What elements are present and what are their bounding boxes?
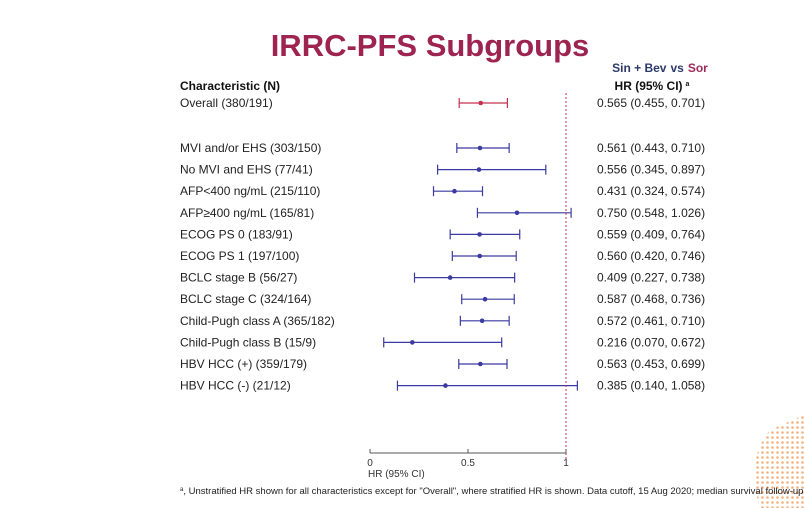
hr-value: 0.750 (0.548, 1.026) — [597, 206, 705, 220]
hr-point — [478, 100, 484, 106]
x-axis-label: HR (95% CI) — [368, 469, 425, 480]
hr-point — [477, 145, 483, 151]
hr-value: 0.385 (0.140, 1.058) — [597, 379, 705, 393]
row-label: HBV HCC (+) (359/179) — [180, 357, 307, 371]
vs-label: vs — [670, 61, 684, 75]
comparison-label: Sin + Bev vs Sor — [612, 61, 708, 75]
control-label: Sor — [688, 61, 708, 75]
forest-row: Overall (380/191) 0.565 (0.455, 0.701) — [180, 96, 705, 110]
row-label: AFP<400 ng/mL (215/110) — [180, 184, 320, 198]
row-label: BCLC stage B (56/27) — [180, 271, 297, 285]
hr-point — [476, 167, 482, 172]
hr-value: 0.565 (0.455, 0.701) — [597, 96, 705, 110]
hr-point — [443, 383, 448, 388]
hr-point — [514, 210, 520, 216]
hr-point — [478, 361, 483, 367]
hr-value: 0.216 (0.070, 0.672) — [597, 335, 705, 349]
hr-value: 0.561 (0.443, 0.710) — [597, 141, 705, 155]
characteristic-header: Characteristic (N) — [180, 79, 280, 93]
row-label: AFP≥400 ng/mL (165/81) — [180, 206, 314, 220]
row-label: ECOG PS 0 (183/91) — [180, 227, 293, 241]
hr-point — [447, 275, 453, 280]
row-label: BCLC stage C (324/164) — [180, 292, 311, 306]
hr-value: 0.563 (0.453, 0.699) — [597, 357, 705, 371]
hr-header-superscript: a — [686, 81, 690, 88]
forest-row: MVI and/or EHS (303/150) 0.561 (0.443, 0.… — [180, 141, 705, 155]
hr-value: 0.587 (0.468, 0.736) — [597, 292, 705, 306]
x-tick-label: 0.5 — [461, 458, 475, 469]
hr-value: 0.431 (0.324, 0.574) — [597, 184, 705, 198]
row-label: No MVI and EHS (77/41) — [180, 163, 313, 177]
footnote-text: , Unstratified HR shown for all characte… — [183, 486, 804, 497]
forest-row: ECOG PS 1 (197/100) 0.560 (0.420, 0.746) — [180, 249, 705, 263]
hr-value: 0.409 (0.227, 0.738) — [597, 271, 705, 285]
hr-point — [410, 340, 415, 345]
hr-header-text: HR (95% CI) — [615, 79, 683, 93]
chart-title: IRRC-PFS Subgroups — [271, 28, 590, 63]
x-tick-label: 1 — [563, 458, 569, 469]
treatment-label: Sin + Bev — [612, 61, 667, 75]
forest-row: No MVI and EHS (77/41) 0.556 (0.345, 0.89… — [180, 163, 705, 177]
row-label: MVI and/or EHS (303/150) — [180, 141, 321, 155]
hr-point — [452, 188, 457, 194]
forest-row: HBV HCC (-) (21/12) 0.385 (0.140, 1.058) — [180, 379, 705, 393]
row-label: ECOG PS 1 (197/100) — [180, 249, 299, 263]
forest-row: BCLC stage B (56/27) 0.409 (0.227, 0.738) — [180, 271, 705, 285]
forest-row: HBV HCC (+) (359/179) 0.563 (0.453, 0.699… — [180, 357, 705, 371]
decorative-dot-pattern — [754, 415, 804, 508]
hr-header: HR (95% CI) a — [615, 79, 690, 93]
hr-point — [477, 232, 482, 237]
x-axis: 0 0.5 1 — [367, 449, 569, 469]
hr-value: 0.560 (0.420, 0.746) — [597, 249, 705, 263]
row-label: HBV HCC (-) (21/12) — [180, 379, 291, 393]
row-label: Overall (380/191) — [180, 96, 273, 110]
hr-value: 0.559 (0.409, 0.764) — [597, 227, 705, 241]
forest-row: AFP≥400 ng/mL (165/81) 0.750 (0.548, 1.02… — [180, 206, 705, 220]
forest-row: AFP<400 ng/mL (215/110) 0.431 (0.324, 0.5… — [180, 184, 705, 198]
forest-row: Child-Pugh class A (365/182) 0.572 (0.461… — [180, 314, 705, 328]
forest-row: ECOG PS 0 (183/91) 0.559 (0.409, 0.764) — [180, 227, 705, 241]
hr-value: 0.572 (0.461, 0.710) — [597, 314, 705, 328]
row-label: Child-Pugh class B (15/9) — [180, 335, 316, 349]
footnote: a, Unstratified HR shown for all charact… — [180, 486, 804, 497]
forest-row: BCLC stage C (324/164) 0.587 (0.468, 0.73… — [180, 292, 705, 306]
hr-point — [477, 253, 483, 259]
hr-point — [479, 318, 485, 324]
x-tick-label: 0 — [367, 458, 373, 469]
hr-point — [482, 296, 488, 302]
forest-row: Child-Pugh class B (15/9) 0.216 (0.070, 0… — [180, 335, 705, 349]
hr-value: 0.556 (0.345, 0.897) — [597, 163, 705, 177]
row-label: Child-Pugh class A (365/182) — [180, 314, 335, 328]
footnote-marker: a — [180, 487, 184, 493]
